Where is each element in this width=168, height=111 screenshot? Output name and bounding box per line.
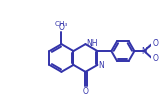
- Text: O: O: [153, 54, 158, 63]
- Text: -: -: [156, 37, 158, 42]
- Text: CH₃: CH₃: [55, 21, 68, 27]
- Text: O: O: [153, 39, 158, 48]
- Text: N: N: [99, 61, 104, 70]
- Text: NH: NH: [87, 39, 98, 48]
- Text: +: +: [147, 44, 151, 49]
- Text: O: O: [59, 23, 65, 32]
- Text: O: O: [82, 87, 88, 96]
- Text: N: N: [141, 47, 147, 56]
